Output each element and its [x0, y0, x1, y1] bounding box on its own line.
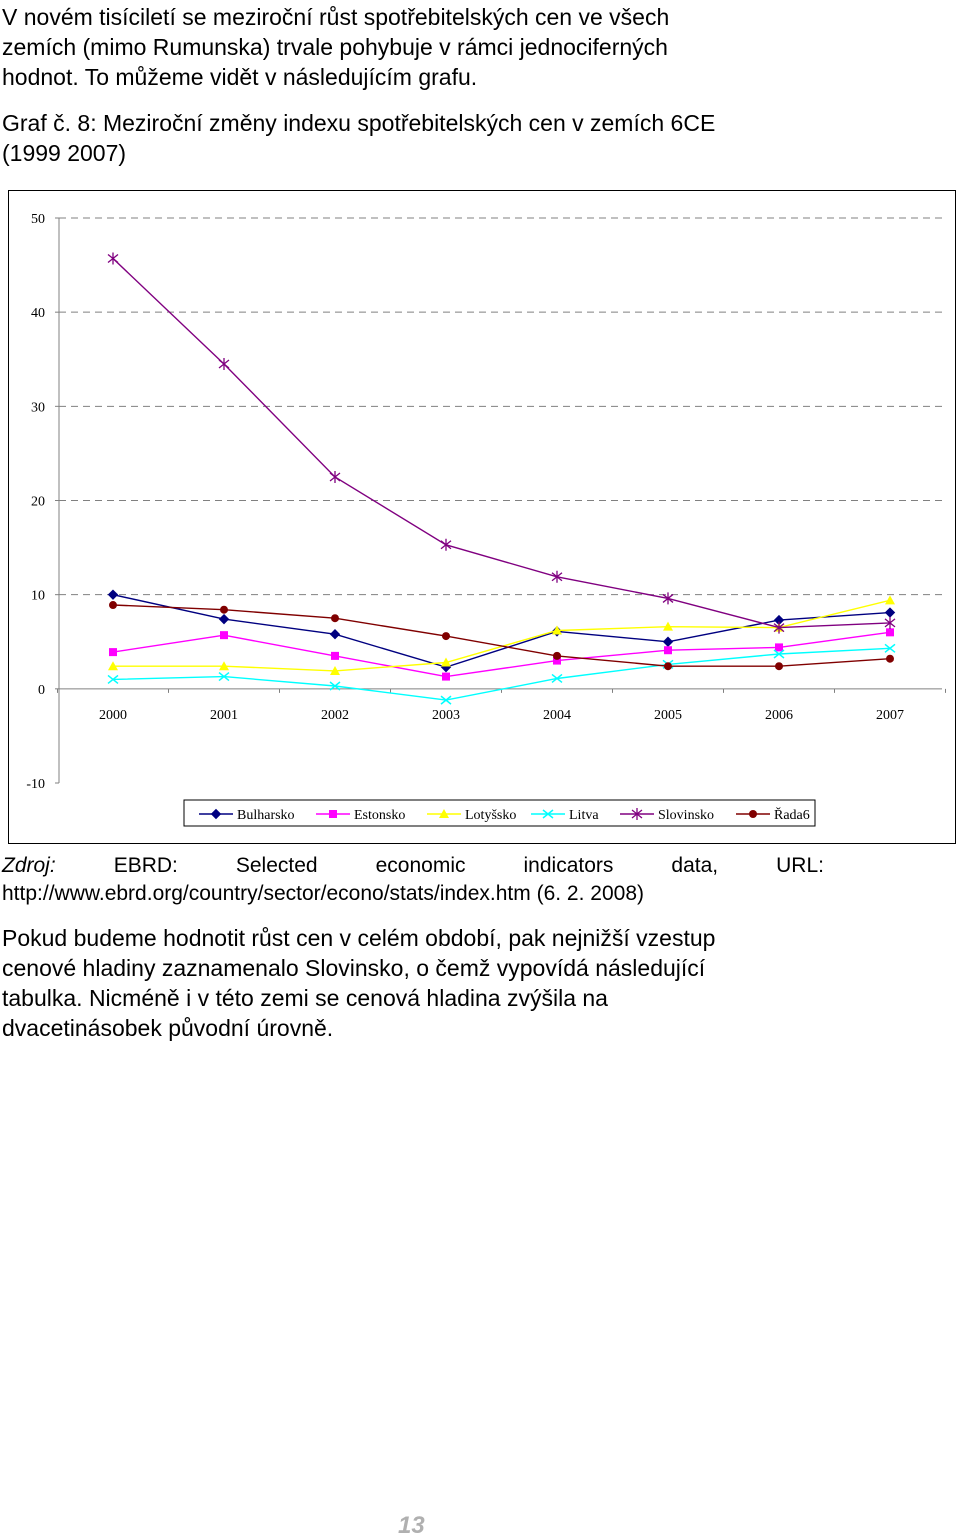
legend-label: Litva — [569, 808, 599, 823]
data-point — [664, 662, 672, 671]
data-point — [551, 570, 563, 583]
data-point — [553, 651, 561, 660]
data-point — [663, 621, 673, 631]
data-point — [220, 631, 228, 640]
source-word-1: EBRD: — [113, 854, 178, 877]
y-tick-label: 0 — [38, 683, 45, 698]
legend-marker — [210, 808, 222, 820]
data-point — [551, 673, 563, 684]
intro-line-3: hodnot. To můžeme vidět v následujícím g… — [2, 64, 478, 90]
data-point — [108, 661, 118, 671]
data-point — [442, 672, 450, 681]
x-tick-label: 2007 — [876, 708, 904, 723]
y-tick-label: 30 — [31, 400, 45, 415]
data-point — [107, 589, 119, 600]
closing-line-4: dvacetinásobek původní úrovně. — [2, 1015, 334, 1041]
data-point — [775, 662, 783, 671]
data-point — [331, 614, 339, 623]
x-tick-label: 2004 — [543, 708, 571, 723]
data-point — [329, 470, 341, 483]
data-point — [886, 654, 894, 663]
series-line-2 — [112, 631, 891, 678]
legend-marker — [631, 808, 643, 820]
data-point — [329, 629, 341, 640]
x-tick-label: 2002 — [321, 708, 349, 723]
legend-label: Řada6 — [774, 806, 810, 823]
data-point — [440, 695, 452, 705]
x-tick-label: 2003 — [432, 708, 460, 723]
source-word-4: indicators — [523, 854, 614, 877]
x-tick-label: 2005 — [654, 708, 682, 723]
page-number: 13 — [398, 1512, 425, 1539]
data-point — [218, 357, 230, 370]
data-point — [775, 643, 783, 652]
source-word-6: URL: — [776, 854, 824, 877]
data-point — [441, 657, 451, 667]
source-note: Zdroj: EBRD: Selected economic indicator… — [2, 852, 824, 908]
legend-box — [183, 799, 816, 827]
data-point — [773, 621, 785, 634]
source-word-3: economic — [375, 854, 466, 877]
data-point — [109, 601, 117, 610]
data-point — [886, 628, 894, 637]
data-point — [107, 674, 119, 685]
y-tick-label: 40 — [31, 306, 45, 321]
data-point — [884, 643, 896, 653]
legend-label: Estonsko — [354, 808, 405, 823]
source-word-2: Selected — [235, 854, 318, 877]
x-tick-label: 2001 — [210, 708, 238, 723]
y-tick-label: 50 — [31, 212, 45, 227]
chart-caption-line-1: Graf č. 8: Meziroční změny indexu spotře… — [2, 110, 716, 136]
y-tick-label: 20 — [31, 495, 45, 510]
series-line-6 — [112, 604, 891, 667]
source-line-1: Zdroj: EBRD: Selected economic indicator… — [2, 852, 824, 880]
data-point — [330, 665, 340, 675]
data-point — [109, 648, 117, 657]
series-line-5 — [112, 257, 891, 629]
y-tick-label: -10 — [26, 777, 45, 792]
legend-marker — [542, 809, 554, 819]
data-point — [219, 661, 229, 671]
x-tick-label: 2006 — [765, 708, 793, 723]
source-label: Zdroj: — [2, 854, 56, 877]
legend-label: Lotyšsko — [465, 808, 516, 823]
data-point — [884, 616, 896, 629]
source-url: http://www.ebrd.org/country/sector/econo… — [2, 882, 644, 905]
legend-marker — [439, 809, 449, 818]
closing-line-3: tabulka. Nicméně i v této zemi se cenová… — [2, 985, 608, 1011]
intro-line-2: zemích (mimo Rumunska) trvale pohybuje v… — [2, 34, 668, 60]
data-point — [331, 651, 339, 660]
closing-line-1: Pokud budeme hodnotit růst cen v celém o… — [2, 925, 716, 951]
legend-marker — [329, 810, 337, 818]
data-point — [662, 592, 674, 605]
data-point — [664, 646, 672, 655]
legend-label: Slovinsko — [658, 808, 714, 823]
data-point — [884, 607, 896, 618]
data-point — [107, 252, 119, 265]
data-point — [329, 681, 341, 691]
data-point — [885, 595, 895, 605]
data-point — [218, 613, 230, 625]
series-line-4 — [112, 647, 891, 701]
data-point — [552, 625, 562, 635]
chart-caption-line-2: (1999 2007) — [2, 140, 127, 166]
data-point — [553, 656, 561, 665]
chart-frame: 50 40 30 20 10 0 -10 2000 2001 2002 2003 2004 2005 20… — [8, 190, 956, 844]
data-point — [440, 538, 452, 551]
line-chart: 50 40 30 20 10 0 -10 2000 2001 2002 2003 2004 2005 20… — [26, 212, 946, 827]
data-point — [442, 632, 450, 641]
source-word-5: data, — [671, 854, 719, 877]
data-point — [218, 672, 230, 682]
legend-marker — [749, 810, 757, 818]
data-point — [220, 605, 228, 614]
data-point — [773, 649, 785, 659]
y-tick-label: 10 — [31, 589, 45, 604]
x-tick-label: 2000 — [99, 708, 127, 723]
series-line-1 — [112, 594, 891, 668]
legend-label: Bulharsko — [237, 808, 295, 823]
data-point — [662, 636, 674, 647]
intro-line-1: V novém tisíciletí se meziroční růst spo… — [2, 4, 670, 30]
closing-line-2: cenové hladiny zaznamenalo Slovinsko, o … — [2, 955, 706, 981]
